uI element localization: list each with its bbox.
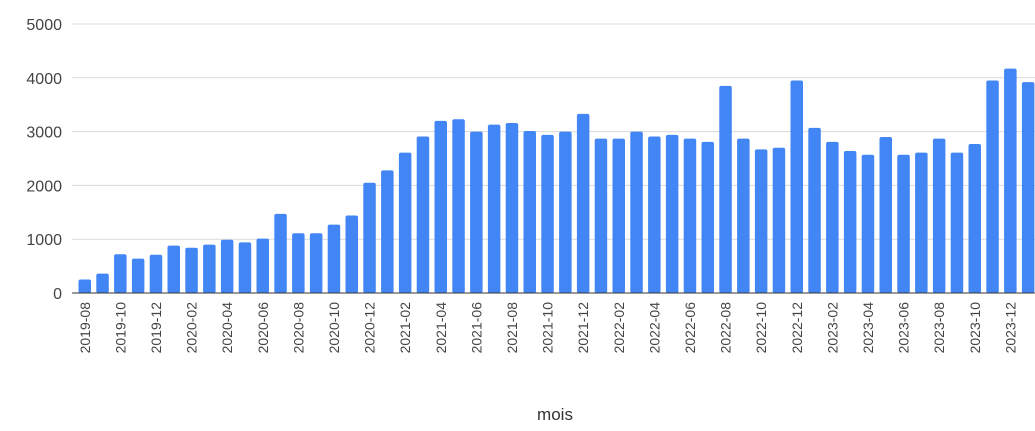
bar-2023-07 <box>915 152 928 293</box>
bar-2020-02 <box>185 247 198 293</box>
bar-2023-06 <box>897 154 910 293</box>
bar-2019-11 <box>131 258 145 293</box>
bar-2019-10 <box>114 254 127 293</box>
y-axis-ticks: 0 1000 2000 3000 4000 5000 <box>26 17 62 303</box>
y-tick-label: 0 <box>53 286 62 303</box>
bar-2021-03 <box>416 136 430 293</box>
bars <box>78 68 1035 294</box>
x-tick-label: 2022-06 <box>682 302 698 354</box>
bar-2022-09 <box>737 138 750 293</box>
x-tick-label: 2021-08 <box>504 302 520 354</box>
bar-2021-11 <box>559 131 572 293</box>
x-tick-label: 2023-02 <box>824 302 840 354</box>
x-tick-label: 2022-12 <box>789 302 805 354</box>
x-tick-label: 2023-04 <box>860 302 876 354</box>
y-tick-label: 5000 <box>26 17 62 34</box>
x-tick-label: 2020-04 <box>219 302 235 354</box>
bar-2023-08 <box>932 138 946 293</box>
bar-2020-08 <box>292 233 305 293</box>
bar-2021-01 <box>381 170 394 293</box>
bar-2021-10 <box>541 134 554 293</box>
bar-2022-08 <box>719 85 732 294</box>
bar-2023-04 <box>861 154 875 293</box>
bar-2022-11 <box>772 147 786 293</box>
bar-2021-12 <box>576 113 590 293</box>
x-tick-label: 2023-10 <box>967 302 983 354</box>
bar-2021-02 <box>398 152 412 293</box>
bar-2020-11 <box>345 215 358 293</box>
x-tick-label: 2020-12 <box>362 302 378 354</box>
x-tick-label: 2023-12 <box>1002 302 1018 354</box>
bar-2022-07 <box>701 141 714 293</box>
bar-2021-09 <box>523 131 536 293</box>
y-tick-label: 4000 <box>26 71 62 88</box>
x-tick-label: 2021-06 <box>468 302 484 354</box>
bar-2019-09 <box>96 273 109 293</box>
bar-2020-01 <box>167 245 180 293</box>
bar-2023-02 <box>826 141 839 293</box>
bar-2021-07 <box>487 124 501 293</box>
x-tick-label: 2021-10 <box>540 302 556 354</box>
bar-2023-10 <box>968 143 981 293</box>
x-tick-label: 2020-02 <box>184 302 200 354</box>
x-tick-label: 2023-06 <box>896 302 912 354</box>
bar-2019-12 <box>149 254 163 293</box>
x-tick-label: 2021-12 <box>575 302 591 354</box>
bar-2020-04 <box>220 239 234 293</box>
x-tick-label: 2020-10 <box>326 302 342 354</box>
bar-2020-03 <box>203 244 216 293</box>
bar-2020-05 <box>238 242 252 293</box>
bar-2023-03 <box>843 150 857 293</box>
x-tick-label: 2019-08 <box>77 302 93 354</box>
y-tick-label: 3000 <box>26 125 62 142</box>
bar-2022-04 <box>648 136 661 293</box>
bar-2024-01 <box>1021 82 1035 293</box>
bar-2022-01 <box>594 138 608 293</box>
bar-2021-06 <box>470 131 483 293</box>
bar-2020-12 <box>363 182 376 293</box>
x-tick-label: 2020-08 <box>290 302 306 354</box>
x-tick-label: 2022-02 <box>611 302 627 354</box>
bar-2022-02 <box>612 138 625 293</box>
x-tick-label: 2019-10 <box>112 302 128 354</box>
x-tick-label: 2021-04 <box>433 302 449 354</box>
bar-2023-11 <box>986 80 999 294</box>
x-tick-label: 2020-06 <box>255 302 271 354</box>
x-tick-label: 2022-10 <box>753 302 769 354</box>
x-tick-label: 2019-12 <box>148 302 164 354</box>
x-tick-label: 2023-08 <box>931 302 947 354</box>
bar-2023-01 <box>808 127 821 293</box>
y-tick-label: 1000 <box>26 232 62 249</box>
x-tick-label: 2022-04 <box>646 302 662 354</box>
bar-2021-05 <box>452 119 465 293</box>
x-axis-label: mois <box>537 405 573 424</box>
bar-2021-08 <box>505 122 519 293</box>
bar-2022-10 <box>754 149 768 293</box>
y-tick-label: 2000 <box>26 178 62 195</box>
bar-2023-12 <box>1004 68 1017 294</box>
bar-2023-09 <box>950 152 964 293</box>
x-tick-label: 2022-08 <box>718 302 734 354</box>
bar-2022-06 <box>683 138 697 293</box>
x-tick-label: 2021-02 <box>397 302 413 354</box>
bar-2022-05 <box>665 134 679 293</box>
bar-2020-09 <box>309 233 323 293</box>
bar-2020-07 <box>274 213 287 293</box>
bar-2022-03 <box>630 131 643 293</box>
bar-2019-08 <box>78 279 91 293</box>
bar-2020-06 <box>256 238 269 293</box>
bar-2022-12 <box>790 80 803 294</box>
bar-2021-04 <box>434 120 447 293</box>
gridlines <box>72 23 1035 240</box>
bar-2023-05 <box>879 136 892 293</box>
bar-2020-10 <box>327 224 341 293</box>
x-axis-ticks: 2019-08 2019-10 2019-12 2020-02 2020-04 2020-… <box>77 302 1019 354</box>
